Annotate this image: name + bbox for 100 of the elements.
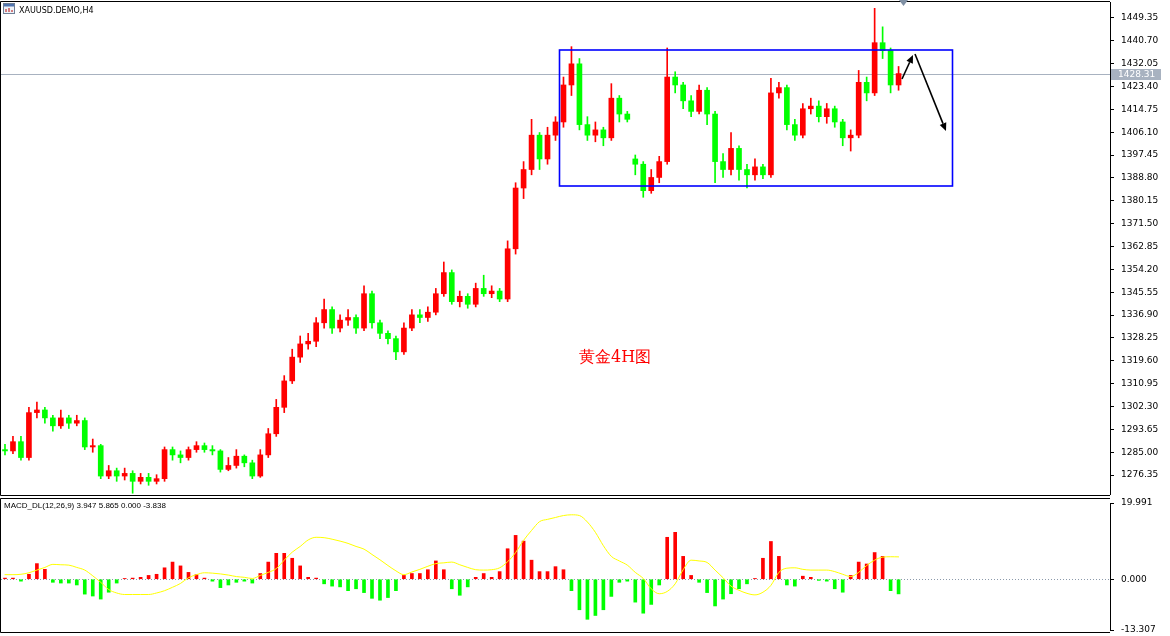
y-tick-label: 1406.10: [1121, 126, 1159, 137]
bar: [90, 579, 95, 597]
y-tick-label: 1362.85: [1121, 240, 1159, 251]
bar: [457, 579, 462, 596]
chart-title: MACD_DL(12,26,9) 3.947 5.865 0.000 -3.838: [4, 501, 167, 510]
bar: [250, 579, 255, 584]
candlestick: [2, 443, 8, 456]
candlestick: [89, 438, 96, 453]
bar: [489, 577, 494, 580]
bar: [777, 556, 781, 580]
bar: [832, 579, 837, 590]
bar: [433, 560, 438, 580]
bar: [673, 532, 678, 580]
y-tick-label: 1440.70: [1121, 35, 1159, 46]
y-tick-label: 1371.50: [1121, 218, 1159, 229]
bar: [426, 569, 430, 580]
bar: [465, 579, 470, 588]
text: XAUUSD.DEMO,H4: [19, 6, 94, 15]
y-tick-label: 1345.55: [1121, 286, 1159, 297]
bar: [51, 579, 55, 583]
bar: [378, 579, 382, 601]
bar: [298, 565, 303, 580]
bar: [394, 579, 398, 592]
bar: [362, 579, 366, 593]
bar: [441, 569, 446, 580]
bar: [82, 579, 87, 595]
bar: [35, 563, 39, 580]
annotation: 黄金4H图: [578, 347, 652, 367]
y-tick-label: 1354.20: [1121, 263, 1159, 274]
bar: [617, 579, 622, 583]
bar: [840, 579, 845, 593]
bar: [282, 552, 287, 580]
line-series: [4, 514, 900, 596]
bar: [697, 579, 701, 583]
y-tick-label: 1285.00: [1121, 446, 1159, 457]
bar: [856, 561, 861, 580]
bar: [354, 579, 358, 590]
y-tick-label: 1423.40: [1121, 80, 1159, 91]
y-tick-label: 0.000: [1121, 573, 1148, 584]
bar: [665, 536, 670, 580]
y-tick-label: 19.991: [1121, 497, 1153, 508]
bar: [98, 579, 103, 600]
bar: [745, 579, 749, 585]
y-tick-label: 1293.65: [1121, 423, 1159, 434]
y-tick-label: 1319.60: [1121, 355, 1159, 366]
y-tick-label: 1388.80: [1121, 172, 1159, 183]
bar: [338, 579, 342, 588]
bar: [761, 557, 765, 580]
bar: [824, 579, 829, 582]
candlestick: [34, 401, 40, 419]
bar: [625, 579, 630, 582]
bar: [769, 541, 773, 580]
bar: [266, 561, 271, 580]
bar: [306, 577, 310, 580]
bar: [793, 579, 797, 587]
bar: [330, 579, 334, 587]
bar: [19, 579, 23, 582]
bar: [106, 579, 111, 593]
y-tick-label: 1310.95: [1121, 378, 1159, 389]
bar: [410, 573, 414, 580]
bar: [322, 579, 326, 585]
y-tick-label: 1449.35: [1121, 12, 1159, 23]
bar: [449, 579, 454, 590]
bar: [657, 579, 662, 586]
bar: [274, 552, 279, 580]
candlestick: [488, 285, 495, 299]
bar: [705, 579, 709, 593]
bar: [808, 577, 813, 580]
y-tick-label: 1336.90: [1121, 309, 1159, 320]
bar: [346, 579, 350, 592]
y-tick-label: 1328.25: [1121, 332, 1159, 343]
bar: [418, 573, 422, 580]
bar: [473, 577, 478, 580]
bar: [386, 579, 390, 598]
bar: [641, 579, 646, 614]
bar: [74, 579, 79, 586]
candlestick: [847, 129, 854, 152]
ref-line-label: 1428.31: [1118, 68, 1156, 79]
bar: [370, 579, 374, 599]
candlestick: [417, 309, 423, 324]
bar: [801, 575, 805, 580]
candlestick: [345, 309, 351, 326]
bar: [43, 569, 47, 580]
y-tick-label: 1414.75: [1121, 103, 1159, 114]
bar: [649, 579, 654, 605]
bar: [114, 579, 119, 584]
y-tick-label: 1397.45: [1121, 149, 1159, 160]
y-tick-label: 1302.30: [1121, 400, 1159, 411]
y-tick-label: 1432.05: [1121, 58, 1159, 69]
bar: [737, 579, 741, 590]
candlestick: [305, 333, 311, 350]
bar: [633, 579, 638, 603]
bar: [234, 579, 239, 583]
bar: [27, 573, 31, 580]
bar: [713, 579, 717, 607]
bar: [721, 579, 725, 600]
y-tick-label: -13.307: [1121, 624, 1156, 635]
bar: [66, 579, 71, 584]
candlestick: [807, 97, 814, 115]
bar: [785, 579, 789, 586]
